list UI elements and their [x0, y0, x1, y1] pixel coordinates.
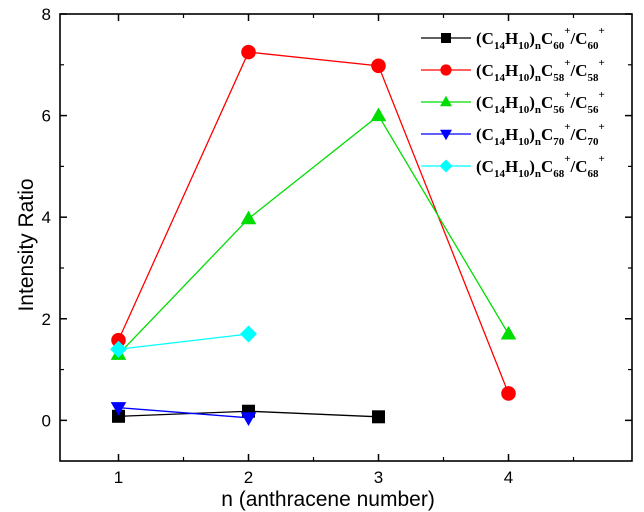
data-point	[372, 410, 385, 424]
series-layer	[110, 44, 517, 426]
series-line	[118, 407, 249, 419]
series-1	[111, 44, 516, 401]
data-point	[112, 409, 125, 423]
y-tick-label: 0	[42, 411, 51, 430]
legend-item: (C14H10)nC56+/C56+	[421, 89, 605, 116]
data-point	[240, 210, 257, 225]
series-3	[110, 402, 257, 426]
legend-label: (C14H10)nC70+/C70+	[476, 121, 605, 148]
y-tick-label: 2	[42, 310, 51, 329]
data-point	[500, 325, 517, 340]
legend-item: (C14H10)nC68+/C68+	[421, 153, 605, 180]
data-point	[501, 386, 516, 401]
x-tick-label: 4	[504, 468, 513, 487]
data-point	[440, 95, 452, 107]
legend-item: (C14H10)nC58+/C58+	[421, 57, 605, 84]
data-point	[371, 58, 386, 74]
data-point	[240, 412, 257, 426]
series-line	[117, 51, 510, 394]
legend-label: (C14H10)nC60+/C60+	[476, 25, 605, 52]
legend: (C14H10)nC60+/C60+ (C14H10)nC58+/C58+ (C14…	[421, 25, 605, 180]
data-point	[440, 64, 452, 76]
x-tick-label: 2	[244, 468, 253, 487]
x-axis-label: n (anthracene number)	[221, 488, 435, 511]
y-axis-label: Intensity Ratio	[15, 178, 38, 311]
legend-label: (C14H10)nC58+/C58+	[476, 57, 605, 84]
x-tick-label: 1	[114, 468, 123, 487]
data-point	[110, 402, 127, 416]
y-tick-label: 4	[42, 208, 51, 227]
data-point	[241, 44, 256, 60]
plot-frame	[59, 13, 633, 462]
y-tick-label: 8	[42, 5, 51, 24]
data-point	[439, 159, 453, 173]
series-line	[118, 333, 249, 350]
data-point	[110, 340, 127, 358]
series-4	[110, 325, 257, 358]
legend-label: (C14H10)nC56+/C56+	[476, 89, 605, 116]
series-2	[110, 107, 517, 360]
data-point	[440, 129, 452, 141]
y-tick-label: 6	[42, 107, 51, 126]
data-point	[370, 107, 387, 122]
data-point	[441, 33, 451, 43]
series-line	[118, 114, 510, 355]
legend-item: (C14H10)nC70+/C70+	[421, 121, 605, 148]
axes: 0 2 4 6 8 1 2 3 4	[42, 5, 633, 487]
data-point	[111, 332, 126, 348]
data-point	[240, 325, 257, 343]
legend-item: (C14H10)nC60+/C60+	[421, 25, 605, 52]
legend-label: (C14H10)nC68+/C68+	[476, 153, 605, 180]
x-tick-label: 3	[374, 468, 383, 487]
